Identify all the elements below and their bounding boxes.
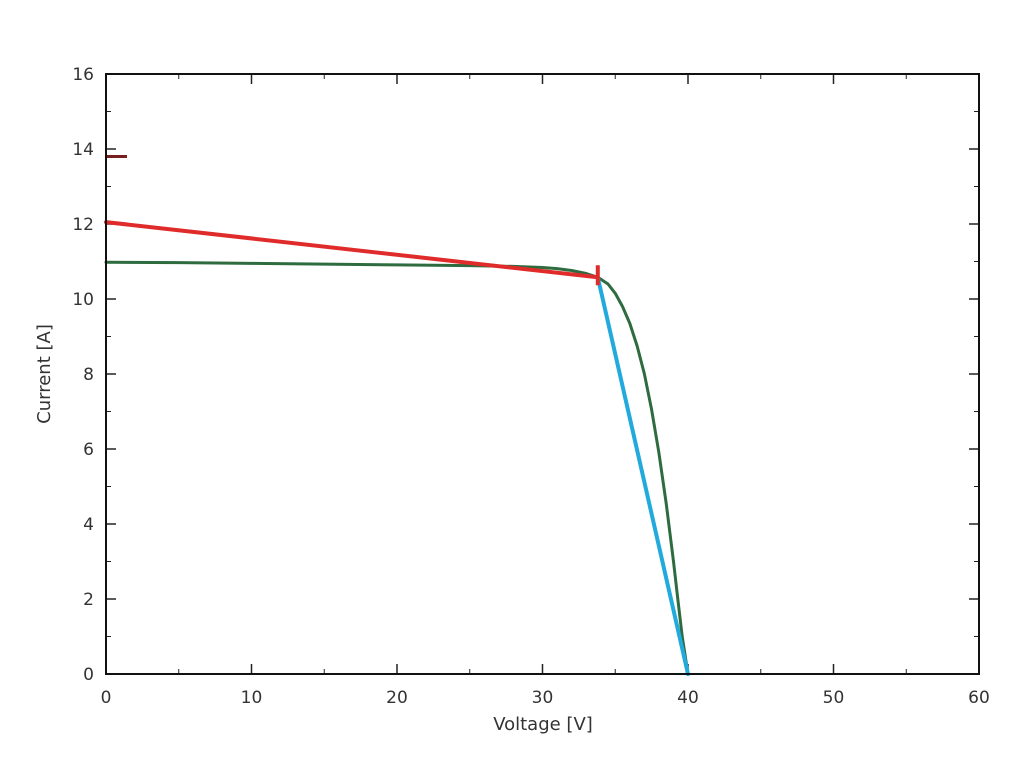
x-tick-label: 20	[386, 688, 408, 708]
series-line-2	[595, 275, 690, 676]
x-tick-label: 50	[823, 688, 845, 708]
x-tick-labels: 0 10 20 30 40 50 60	[101, 688, 990, 708]
plot-area	[106, 74, 979, 674]
y-tick-label: 10	[72, 290, 94, 310]
x-tick-label: 40	[677, 688, 699, 708]
x-tick-label: 0	[101, 688, 112, 708]
x-tick-label: 10	[241, 688, 263, 708]
y-tick-labels: 0 2 4 6 8 10 12 14 16	[72, 65, 94, 685]
series-line-1	[104, 220, 600, 280]
y-tick-label: 16	[72, 65, 94, 85]
y-tick-label: 4	[83, 515, 94, 535]
y-axis-label: Current [A]	[34, 324, 55, 424]
y-tick-label: 6	[83, 440, 94, 460]
marker-layer	[106, 155, 600, 286]
y-tick-label: 2	[83, 590, 94, 610]
series-layer	[104, 220, 690, 676]
plot-frame	[105, 73, 980, 675]
y-tick-label: 0	[83, 665, 94, 685]
series-line-0	[104, 260, 690, 676]
x-tick-label: 30	[532, 688, 554, 708]
x-tick-label: 60	[968, 688, 990, 708]
y-tick-label: 8	[83, 365, 94, 385]
x-axis-label: Voltage [V]	[493, 714, 593, 735]
y-tick-label: 12	[72, 215, 94, 235]
y-tick-label: 14	[72, 140, 94, 160]
